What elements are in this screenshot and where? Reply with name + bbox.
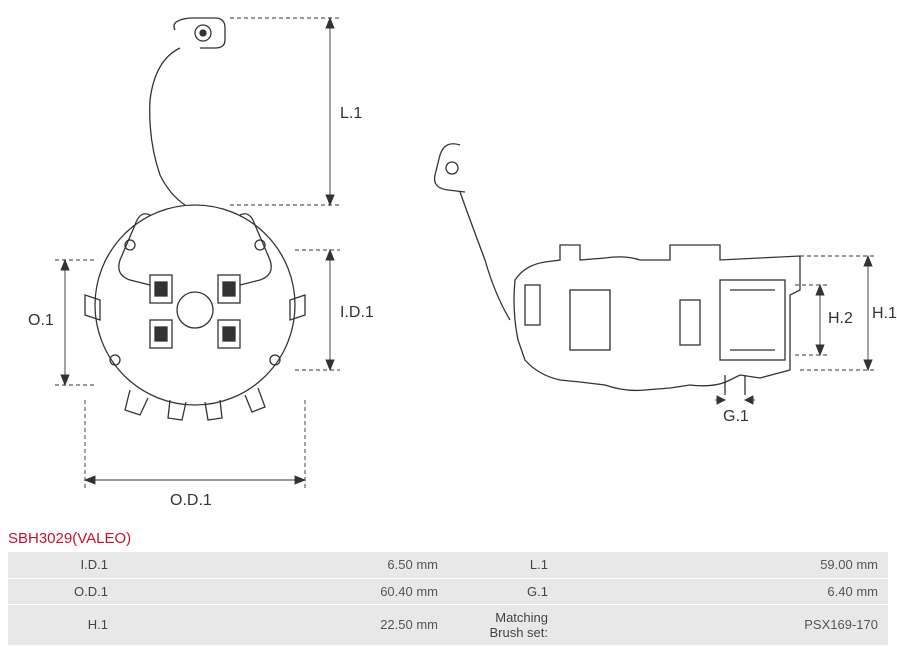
table-row: O.D.1 60.40 mm G.1 6.40 mm bbox=[8, 578, 888, 604]
dim-label-od1: O.D.1 bbox=[170, 492, 212, 510]
dim-label-id1: I.D.1 bbox=[340, 304, 374, 322]
spec-label: G.1 bbox=[448, 578, 558, 604]
spec-value: 59.00 mm bbox=[558, 552, 888, 578]
dim-label-g1: G.1 bbox=[723, 408, 749, 426]
spec-label: O.D.1 bbox=[8, 578, 118, 604]
diagram-svg bbox=[0, 0, 897, 520]
technical-diagram: L.1 I.D.1 O.1 O.D.1 H.1 H.2 G.1 bbox=[0, 0, 897, 520]
spec-table: I.D.1 6.50 mm L.1 59.00 mm O.D.1 60.40 m… bbox=[8, 552, 888, 646]
spec-label: I.D.1 bbox=[8, 552, 118, 578]
spec-label: L.1 bbox=[448, 552, 558, 578]
dim-label-h2: H.2 bbox=[828, 310, 853, 328]
spec-value: 6.50 mm bbox=[118, 552, 448, 578]
product-title: SBH3029(VALEO) bbox=[8, 530, 131, 547]
spec-value: 60.40 mm bbox=[118, 578, 448, 604]
spec-value: 6.40 mm bbox=[558, 578, 888, 604]
dim-label-l1: L.1 bbox=[340, 105, 362, 123]
table-row: I.D.1 6.50 mm L.1 59.00 mm bbox=[8, 552, 888, 578]
dim-label-o1: O.1 bbox=[28, 312, 54, 330]
dim-label-h1: H.1 bbox=[872, 305, 897, 323]
